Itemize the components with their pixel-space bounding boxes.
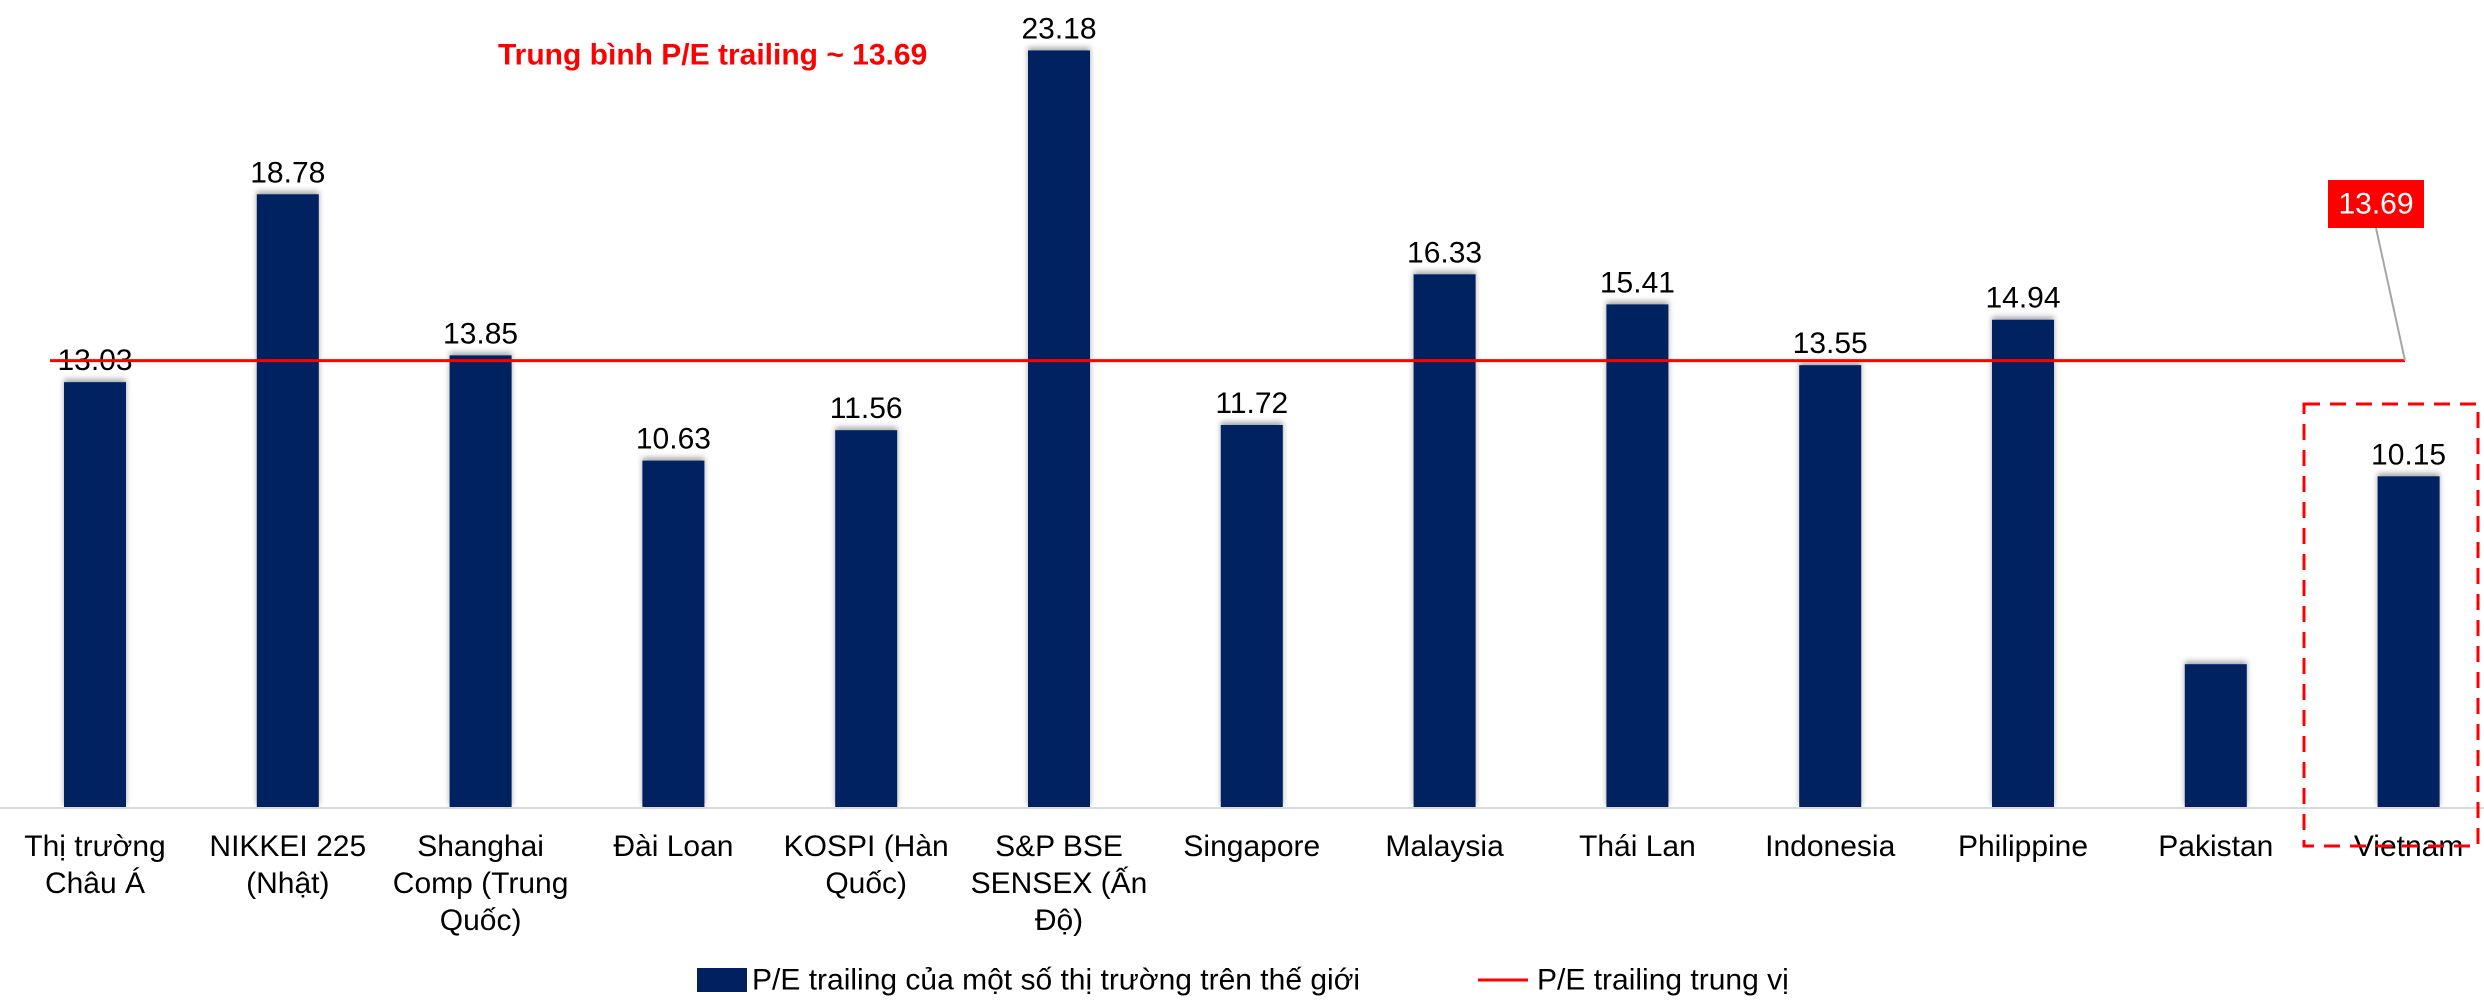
value-labels-group: 13.0318.7813.8510.6311.5623.1811.7216.33… xyxy=(57,12,2446,471)
median-callout-box xyxy=(2328,180,2424,228)
category-label-8: Thái Lan xyxy=(1579,830,1696,863)
value-label-6: 11.72 xyxy=(1215,387,1288,420)
category-label-2: Shanghai Comp (Trung Quốc) xyxy=(393,830,569,937)
legend-bar-swatch xyxy=(697,968,747,992)
category-label-7: Malaysia xyxy=(1385,830,1504,863)
category-label-4: KOSPI (Hàn Quốc) xyxy=(784,830,949,900)
bar-6 xyxy=(1220,424,1283,808)
bar-10 xyxy=(1992,319,2054,808)
category-label-10: Philippine xyxy=(1958,830,2088,863)
value-label-5: 23.18 xyxy=(1021,12,1096,45)
bar-1 xyxy=(256,194,319,809)
value-label-2: 13.85 xyxy=(443,317,518,350)
bar-11 xyxy=(2184,664,2247,808)
bar-9 xyxy=(1799,365,1862,808)
value-label-12: 10.15 xyxy=(2371,438,2446,471)
category-labels-group: Thị trường Châu Á NIKKEI 225 (Nhật) Shanghai… xyxy=(24,830,2463,937)
category-label-3: Đài Loan xyxy=(613,830,733,863)
bars-group xyxy=(64,50,2440,809)
value-label-4: 11.56 xyxy=(830,392,903,425)
value-label-8: 15.41 xyxy=(1600,266,1675,299)
value-label-7: 16.33 xyxy=(1407,236,1482,269)
category-label-9: Indonesia xyxy=(1765,830,1895,863)
value-label-3: 10.63 xyxy=(636,423,711,456)
bar-0 xyxy=(64,382,126,808)
average-annotation: Trung bình P/E trailing ~ 13.69 xyxy=(498,39,927,72)
vietnam-highlight-box xyxy=(2302,402,2480,848)
category-label-0: Thị trường Châu Á xyxy=(24,830,165,900)
value-label-1: 18.78 xyxy=(250,156,325,189)
value-label-9: 13.55 xyxy=(1793,327,1868,360)
category-label-6: Singapore xyxy=(1183,830,1320,863)
callout-leader-line xyxy=(2375,227,2406,361)
value-label-10: 14.94 xyxy=(1985,282,2060,315)
bar-4 xyxy=(835,430,898,808)
legend-bar-label: P/E trailing của một số thị trường trên … xyxy=(752,964,1360,997)
category-label-1: NIKKEI 225 (Nhật) xyxy=(209,830,366,900)
bar-12 xyxy=(2377,476,2440,808)
category-label-11: Pakistan xyxy=(2158,830,2273,863)
bar-2 xyxy=(449,355,512,808)
median-callout-label: 13.69 xyxy=(2338,188,2413,221)
bar-8 xyxy=(1606,304,1669,808)
bar-5 xyxy=(1028,50,1090,808)
legend: P/E trailing của một số thị trường trên … xyxy=(697,964,1789,997)
bar-7 xyxy=(1413,274,1476,808)
bar-3 xyxy=(642,460,705,808)
category-label-5: S&P BSE SENSEX (Ấn Độ) xyxy=(971,830,1148,937)
legend-line-label: P/E trailing trung vị xyxy=(1537,964,1789,997)
